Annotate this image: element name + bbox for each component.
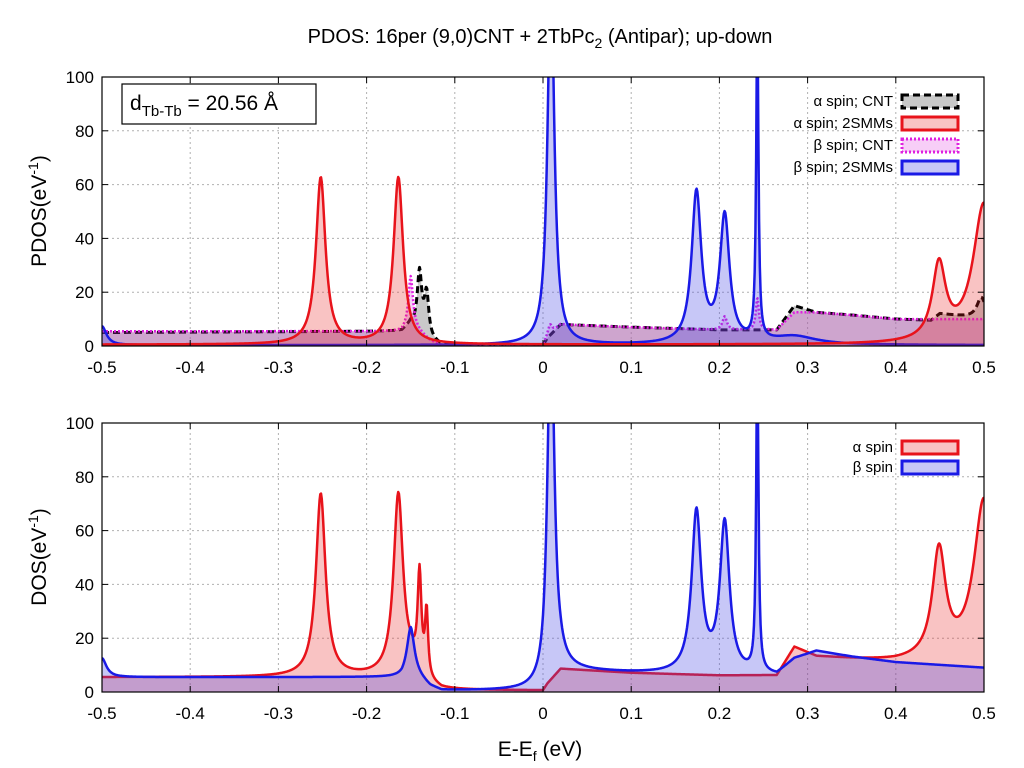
top-x-tick-label: 0.2 bbox=[708, 358, 732, 377]
bottom-legend-label-0: α spin bbox=[853, 439, 893, 456]
bot-y-tick-label: 0 bbox=[85, 683, 94, 702]
top-series-group bbox=[102, 77, 984, 346]
top-y-tick-label: 80 bbox=[75, 122, 94, 141]
top-x-tick-label: -0.2 bbox=[352, 358, 381, 377]
title-suffix: (Antipar); up-down bbox=[602, 26, 772, 48]
bottom-legend: α spin β spin bbox=[853, 439, 960, 476]
bot-x-tick-label: 0 bbox=[538, 704, 547, 723]
figure-title: PDOS: 16per (9,0)CNT + 2TbPc2 (Antipar);… bbox=[308, 26, 773, 51]
bot-x-tick-label: -0.4 bbox=[176, 704, 205, 723]
top-y-tick-label: 60 bbox=[75, 176, 94, 195]
bot-y-tick-label: 20 bbox=[75, 629, 94, 648]
pdos-panel: -0.5 -0.4 -0.3 -0.2 -0.1 0 0.1 0.2 0.3 0.4 0.5 0 20 4… bbox=[25, 68, 996, 377]
bottom-legend-label-1: β spin bbox=[853, 459, 893, 476]
top-legend-label-2: β spin; CNT bbox=[814, 137, 893, 154]
top-line-spin-cnt bbox=[102, 274, 984, 346]
bot-x-tick-label: 0.2 bbox=[708, 704, 732, 723]
bot-x-tick-label: 0.1 bbox=[619, 704, 643, 723]
top-legend-swatch-smm-alpha bbox=[900, 115, 960, 132]
bot-area-spin bbox=[102, 492, 984, 692]
top-x-tick-label: 0.4 bbox=[884, 358, 908, 377]
top-y-tick-label: 100 bbox=[66, 68, 94, 87]
bottom-legend-swatch-beta bbox=[900, 459, 960, 476]
bot-y-tick-label: 40 bbox=[75, 575, 94, 594]
top-legend-label-3: β spin; 2SMMs bbox=[794, 159, 894, 176]
top-legend-label-1: α spin; 2SMMs bbox=[793, 115, 893, 132]
top-area-spin-2smms bbox=[102, 77, 984, 346]
top-y-tick-label: 40 bbox=[75, 229, 94, 248]
top-x-tick-label: -0.4 bbox=[176, 358, 205, 377]
top-y-tick-label: 0 bbox=[85, 337, 94, 356]
bot-x-tick-label: 0.3 bbox=[796, 704, 820, 723]
bot-x-tick-label: -0.2 bbox=[352, 704, 381, 723]
top-x-tick-label: 0.5 bbox=[972, 358, 996, 377]
top-legend-swatch-smm-beta bbox=[900, 159, 960, 176]
bot-y-tick-label: 100 bbox=[66, 414, 94, 433]
bottom-y-axis-label: DOS(eV-1) bbox=[25, 508, 51, 606]
top-x-tick-label: -0.5 bbox=[87, 358, 116, 377]
top-x-tick-label: -0.1 bbox=[440, 358, 469, 377]
top-ticks: -0.5 -0.4 -0.3 -0.2 -0.1 0 0.1 0.2 0.3 0.4 0.5 0 20 4… bbox=[66, 68, 996, 377]
bot-y-tick-label: 80 bbox=[75, 468, 94, 487]
bottom-ticks: -0.5 -0.4 -0.3 -0.2 -0.1 0 0.1 0.2 0.3 0.4 0.5 0 20 4… bbox=[66, 414, 996, 723]
top-x-tick-label: 0.1 bbox=[619, 358, 643, 377]
bot-area-spin bbox=[102, 423, 984, 692]
title-subscript: 2 bbox=[595, 35, 603, 51]
bot-x-tick-label: -0.5 bbox=[87, 704, 116, 723]
top-grid bbox=[102, 77, 984, 346]
top-legend-swatch-cnt-alpha bbox=[900, 93, 960, 110]
x-axis-label: E-Ef (eV) bbox=[498, 738, 582, 764]
bot-y-tick-label: 60 bbox=[75, 522, 94, 541]
top-line-spin-cnt bbox=[102, 265, 984, 346]
top-x-tick-label: 0.3 bbox=[796, 358, 820, 377]
top-y-axis-label: PDOS(eV-1) bbox=[25, 155, 51, 267]
bot-x-tick-label: -0.1 bbox=[440, 704, 469, 723]
title-prefix: PDOS: 16per (9,0)CNT + 2TbPc bbox=[308, 26, 595, 48]
bot-x-tick-label: 0.5 bbox=[972, 704, 996, 723]
distance-annotation-box bbox=[121, 83, 317, 125]
top-legend-swatch-cnt-beta bbox=[900, 137, 960, 154]
bot-x-tick-label: -0.3 bbox=[264, 704, 293, 723]
bot-line-spin bbox=[102, 423, 984, 691]
bottom-legend-swatch-alpha bbox=[900, 439, 960, 456]
top-legend: α spin; CNT α spin; 2SMMs β spin; CNT β … bbox=[793, 93, 960, 176]
top-legend-label-0: α spin; CNT bbox=[813, 93, 893, 110]
top-area-spin-2smms bbox=[102, 176, 984, 346]
bottom-grid bbox=[102, 423, 984, 692]
top-x-tick-label: 0 bbox=[538, 358, 547, 377]
bot-x-tick-label: 0.4 bbox=[884, 704, 908, 723]
top-y-tick-label: 20 bbox=[75, 283, 94, 302]
top-x-tick-label: -0.3 bbox=[264, 358, 293, 377]
distance-annotation: dTb-Tb = 20.56 Å bbox=[130, 92, 278, 120]
dos-panel: -0.5 -0.4 -0.3 -0.2 -0.1 0 0.1 0.2 0.3 0.4 0.5 0 20 4… bbox=[25, 414, 996, 764]
